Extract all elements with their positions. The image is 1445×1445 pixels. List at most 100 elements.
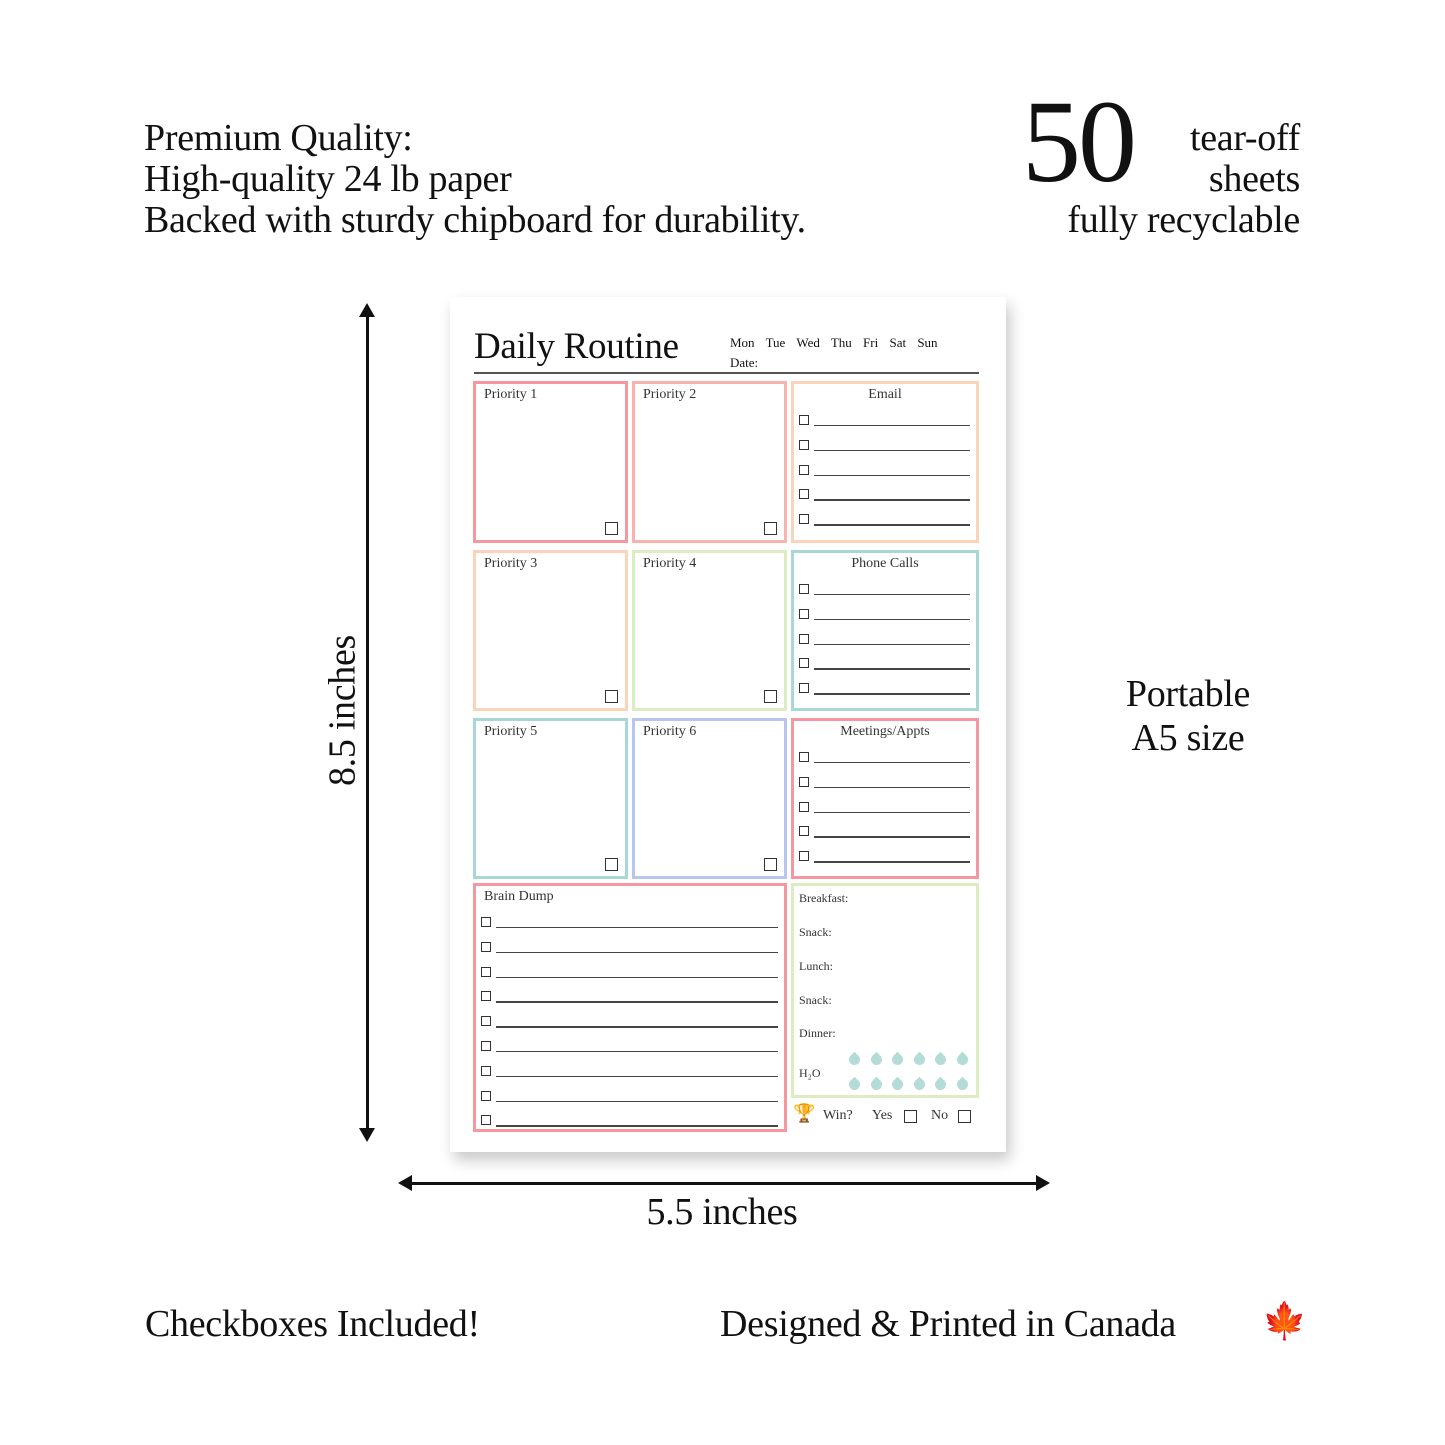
water-drop-icon[interactable] — [868, 1076, 884, 1093]
no-checkbox[interactable] — [958, 1110, 971, 1123]
checkbox[interactable] — [799, 514, 809, 525]
checkbox[interactable] — [799, 464, 809, 475]
checkbox[interactable] — [799, 826, 809, 837]
priority-label: Priority 5 — [484, 724, 538, 739]
feature-quality: Premium Quality: High-quality 24 lb pape… — [144, 118, 806, 241]
write-line — [814, 474, 970, 476]
write-line — [814, 861, 970, 863]
water-drop-icon[interactable] — [933, 1051, 949, 1068]
checkbox[interactable] — [481, 1115, 491, 1126]
water-drop-icon[interactable] — [911, 1051, 928, 1068]
priority-box: Priority 4 — [632, 550, 787, 711]
divider — [474, 372, 979, 374]
water-drop-icon[interactable] — [954, 1051, 971, 1068]
write-line — [814, 643, 970, 645]
priority-box: Priority 3 — [473, 550, 628, 711]
checkbox[interactable] — [764, 522, 777, 535]
checkbox[interactable] — [799, 851, 809, 862]
checkbox[interactable] — [605, 690, 618, 703]
water-drop-icon[interactable] — [889, 1076, 906, 1093]
write-line — [814, 762, 970, 764]
width-label: 5.5 inches — [646, 1191, 798, 1233]
priority-label: Priority 4 — [643, 556, 697, 571]
checkbox[interactable] — [605, 858, 618, 871]
yes-checkbox[interactable] — [904, 1110, 917, 1123]
water-label: H₂O — [799, 1066, 821, 1080]
write-line — [814, 594, 970, 596]
checkbox[interactable] — [481, 917, 491, 927]
arrow-left-icon — [398, 1175, 412, 1191]
feature-line: Portable — [1125, 673, 1251, 715]
priority-label: Priority 2 — [643, 387, 697, 402]
planner-title: Daily Routine — [474, 326, 679, 367]
meal-label: Lunch: — [799, 959, 833, 973]
arrow-up-icon — [359, 303, 375, 317]
priority-box: Priority 5 — [473, 718, 628, 879]
checkbox[interactable] — [605, 522, 618, 535]
checkbox[interactable] — [799, 415, 809, 425]
size-text: Portable A5 size — [1088, 672, 1288, 760]
write-line — [814, 668, 970, 670]
meal-label: Breakfast: — [799, 891, 849, 905]
write-line — [496, 1026, 778, 1028]
write-line — [814, 449, 970, 452]
checkbox[interactable] — [799, 584, 809, 594]
checkbox[interactable] — [799, 683, 809, 694]
water-drop-icon[interactable] — [846, 1051, 863, 1068]
meetings-box: Meetings/Appts — [791, 718, 979, 879]
priority-box: Priority 2 — [632, 381, 787, 543]
checkbox[interactable] — [481, 1065, 491, 1076]
list-label: Phone Calls — [851, 556, 919, 571]
water-drop-icon[interactable] — [911, 1076, 928, 1093]
water-drop-icon[interactable] — [846, 1076, 863, 1093]
checkbox[interactable] — [799, 439, 809, 450]
no-label: No — [931, 1108, 949, 1123]
checkbox[interactable] — [481, 1016, 491, 1027]
checkbox[interactable] — [481, 966, 491, 977]
checkbox[interactable] — [799, 801, 809, 812]
checkbox[interactable] — [764, 858, 777, 871]
write-line — [814, 618, 970, 621]
checkbox[interactable] — [481, 1090, 491, 1101]
water-drop-icon[interactable] — [933, 1076, 949, 1093]
checkbox[interactable] — [799, 608, 809, 619]
priority-label: Priority 1 — [484, 387, 538, 402]
water-drop-icon[interactable] — [889, 1051, 906, 1068]
checkbox[interactable] — [481, 991, 491, 1002]
write-line — [496, 976, 778, 978]
checkbox[interactable] — [799, 776, 809, 787]
checkbox[interactable] — [799, 633, 809, 644]
water-drop-icon[interactable] — [954, 1076, 971, 1093]
write-line — [814, 499, 970, 501]
height-label: 8.5 inches — [321, 634, 364, 787]
made-in-text: Designed & Printed in Canada — [720, 1303, 1176, 1345]
feature-line: High-quality 24 lb paper — [144, 158, 512, 200]
maple-leaf-icon: 🍁 — [1262, 1301, 1307, 1341]
meals-box: Breakfast: Snack: Lunch: Snack: Dinner: … — [791, 883, 979, 1098]
win-label: Win? — [823, 1108, 853, 1123]
write-line — [496, 1051, 778, 1053]
water-drop-icon[interactable] — [868, 1051, 884, 1068]
checkbox[interactable] — [799, 489, 809, 500]
checkbox[interactable] — [481, 941, 491, 952]
weekdays: Mon Tue Wed Thu Fri Sat Sun — [730, 335, 938, 350]
yes-label: Yes — [872, 1108, 893, 1123]
arrow-right-icon — [1036, 1175, 1050, 1191]
list-label: Brain Dump — [484, 889, 554, 904]
priority-box: Priority 6 — [632, 718, 787, 879]
write-line — [496, 951, 778, 954]
recyclable-text: fully recyclable — [1067, 199, 1300, 241]
checkbox[interactable] — [481, 1041, 491, 1051]
feature-line: Backed with sturdy chipboard for durabil… — [144, 199, 806, 241]
priority-label: Priority 3 — [484, 556, 538, 571]
checkbox[interactable] — [799, 752, 809, 762]
checkbox[interactable] — [799, 658, 809, 669]
date-label: Date: — [730, 355, 759, 370]
write-line — [814, 524, 970, 526]
phone-calls-box: Phone Calls — [791, 550, 979, 711]
sheet-count: 50 — [1022, 76, 1137, 207]
priority-box: Priority 1 — [473, 381, 628, 543]
feature-line: sheets — [1208, 158, 1300, 200]
checkbox[interactable] — [764, 690, 777, 703]
write-line — [814, 836, 970, 838]
